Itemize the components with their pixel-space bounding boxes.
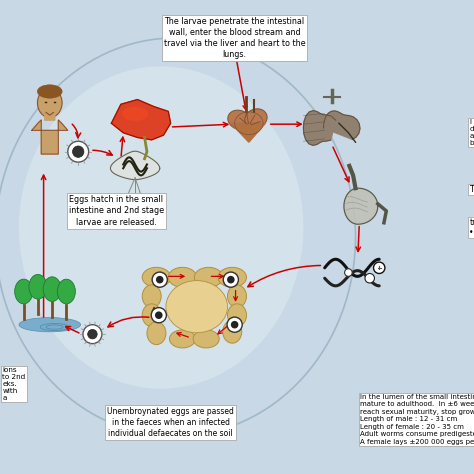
Ellipse shape <box>166 281 228 333</box>
Ellipse shape <box>147 322 166 345</box>
Text: tr
•: tr • <box>469 218 474 237</box>
Circle shape <box>88 329 97 339</box>
Text: T: T <box>469 185 474 194</box>
Polygon shape <box>344 188 378 224</box>
Ellipse shape <box>194 267 223 287</box>
Ellipse shape <box>37 85 62 98</box>
Ellipse shape <box>193 330 219 348</box>
Ellipse shape <box>29 274 47 299</box>
Polygon shape <box>110 151 160 180</box>
FancyBboxPatch shape <box>44 110 55 121</box>
Text: Unembroynated eggs are passed
in the faeces when an infected
individual defaecat: Unembroynated eggs are passed in the fae… <box>107 407 234 438</box>
Circle shape <box>68 141 89 162</box>
Ellipse shape <box>228 110 251 130</box>
Ellipse shape <box>142 304 161 327</box>
Polygon shape <box>111 100 171 140</box>
Text: ions
to 2nd
eks.
with
a: ions to 2nd eks. with a <box>2 367 26 401</box>
Circle shape <box>231 321 238 328</box>
Text: Eggs hatch in the small
intestine and 2nd stage
larvae are released.: Eggs hatch in the small intestine and 2n… <box>69 195 164 227</box>
Ellipse shape <box>37 88 62 118</box>
Ellipse shape <box>19 318 81 332</box>
Ellipse shape <box>228 285 246 308</box>
Ellipse shape <box>0 38 356 436</box>
Ellipse shape <box>170 330 195 348</box>
Circle shape <box>223 272 238 287</box>
Circle shape <box>152 272 167 287</box>
Ellipse shape <box>43 277 61 301</box>
Ellipse shape <box>142 267 171 287</box>
Ellipse shape <box>142 285 161 308</box>
Circle shape <box>155 311 163 319</box>
Circle shape <box>83 325 102 344</box>
Ellipse shape <box>122 107 148 121</box>
Ellipse shape <box>15 279 33 304</box>
Ellipse shape <box>19 66 303 389</box>
Ellipse shape <box>245 109 267 128</box>
Polygon shape <box>324 111 360 139</box>
Text: l
d
a
b: l d a b <box>469 119 474 146</box>
Ellipse shape <box>168 267 197 287</box>
Circle shape <box>156 276 164 283</box>
Polygon shape <box>303 110 336 146</box>
Ellipse shape <box>223 320 242 343</box>
Text: The larvae penetrate the intestinal
wall, enter the blood stream and
travel via : The larvae penetrate the intestinal wall… <box>164 17 305 59</box>
Circle shape <box>73 146 84 157</box>
Circle shape <box>374 262 385 273</box>
Ellipse shape <box>218 267 246 287</box>
Text: In the lumen of the small intestine
mature to adulthood.  In ±6 weeks
reach sexu: In the lumen of the small intestine matu… <box>360 394 474 445</box>
Ellipse shape <box>57 279 75 304</box>
Ellipse shape <box>228 304 246 327</box>
Circle shape <box>151 308 166 323</box>
Circle shape <box>365 273 374 283</box>
Circle shape <box>227 276 235 283</box>
Polygon shape <box>32 120 68 154</box>
Polygon shape <box>231 123 265 142</box>
Circle shape <box>227 317 242 332</box>
Circle shape <box>345 269 352 276</box>
